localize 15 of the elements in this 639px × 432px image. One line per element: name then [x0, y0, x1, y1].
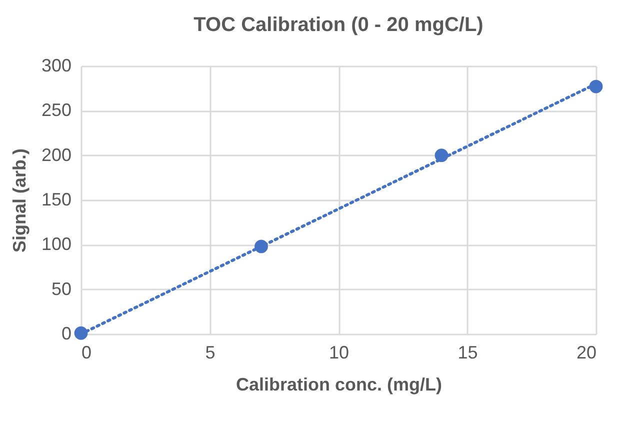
x-tick-label: 5: [205, 342, 216, 362]
y-tick-label: 300: [41, 56, 72, 76]
x-tick-label: 10: [328, 342, 350, 362]
y-tick-label: 50: [51, 278, 72, 299]
x-tick-label: 0: [82, 342, 92, 362]
x-axis-title: Calibration conc. (mg/L): [236, 374, 442, 394]
x-tick-label: 15: [458, 342, 478, 362]
y-tick-label: 100: [41, 234, 72, 254]
y-tick-label: 250: [41, 100, 72, 120]
y-tick-label: 150: [41, 190, 72, 210]
y-axis-title: Signal (arb.): [9, 148, 30, 253]
y-tick-label: 200: [41, 144, 72, 165]
x-tick-label: 20: [576, 342, 596, 362]
chart-title: TOC Calibration (0 - 20 mgC/L): [194, 14, 484, 36]
y-tick-label: 0: [61, 324, 72, 344]
